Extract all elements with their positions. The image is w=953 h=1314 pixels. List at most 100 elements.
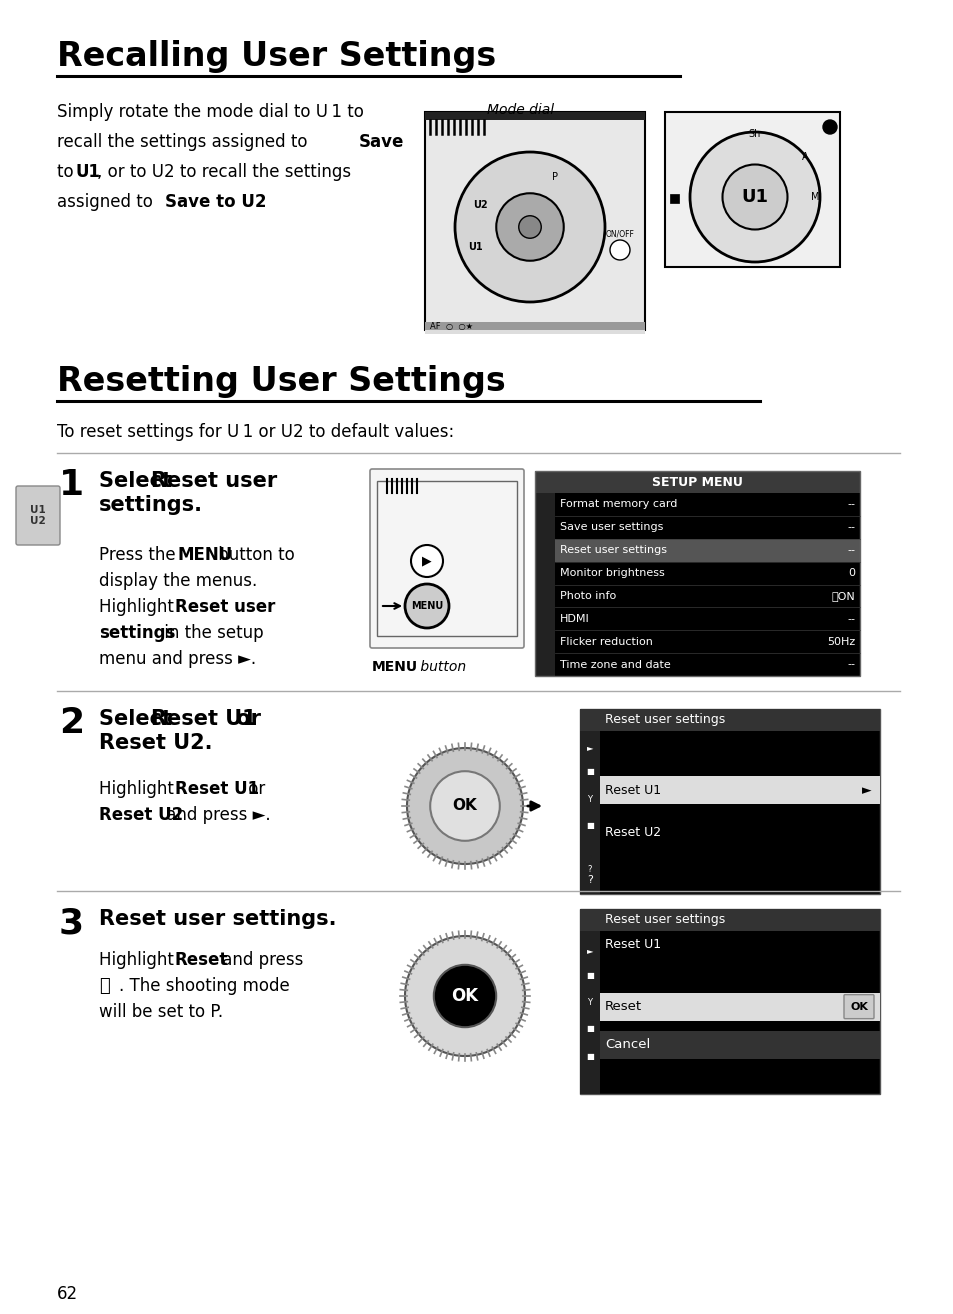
Text: Reset user: Reset user bbox=[174, 598, 275, 616]
Text: --: -- bbox=[846, 522, 854, 532]
Text: ■: ■ bbox=[585, 971, 594, 979]
Text: Ⓚ: Ⓚ bbox=[99, 978, 110, 995]
Text: ■: ■ bbox=[585, 821, 594, 830]
Text: Highlight: Highlight bbox=[99, 951, 179, 968]
Circle shape bbox=[434, 964, 496, 1028]
Bar bbox=[599, 992, 879, 1021]
Text: ▶: ▶ bbox=[422, 555, 432, 568]
Text: Recalling User Settings: Recalling User Settings bbox=[57, 39, 496, 74]
Text: Reset U2: Reset U2 bbox=[99, 805, 183, 824]
Text: in the setup: in the setup bbox=[159, 624, 263, 643]
Text: U1: U1 bbox=[740, 188, 768, 206]
Text: and press ►.: and press ►. bbox=[161, 805, 271, 824]
Text: settings: settings bbox=[99, 624, 175, 643]
Text: ?: ? bbox=[587, 865, 592, 874]
FancyBboxPatch shape bbox=[16, 486, 60, 545]
Text: button: button bbox=[416, 660, 466, 674]
FancyBboxPatch shape bbox=[370, 469, 523, 648]
Text: ■: ■ bbox=[585, 1025, 594, 1033]
Text: Reset: Reset bbox=[174, 951, 228, 968]
Bar bbox=[599, 777, 879, 804]
Text: MENU: MENU bbox=[372, 660, 417, 674]
Text: OK: OK bbox=[452, 799, 476, 813]
Bar bbox=[579, 909, 879, 932]
Text: Reset U1: Reset U1 bbox=[174, 781, 259, 798]
Text: 3: 3 bbox=[59, 905, 84, 940]
Text: Sh: Sh bbox=[748, 129, 760, 139]
Text: assigned to: assigned to bbox=[57, 193, 158, 212]
Text: Format memory card: Format memory card bbox=[559, 499, 677, 510]
Text: ►: ► bbox=[862, 784, 871, 796]
Text: Y: Y bbox=[587, 999, 592, 1008]
Bar bbox=[535, 470, 859, 493]
Text: M: M bbox=[810, 192, 819, 202]
Circle shape bbox=[822, 120, 836, 134]
Circle shape bbox=[430, 771, 499, 841]
Bar bbox=[599, 1030, 879, 1059]
Text: 2: 2 bbox=[59, 706, 84, 740]
Bar bbox=[424, 112, 644, 330]
Text: Highlight: Highlight bbox=[99, 598, 179, 616]
Text: button to: button to bbox=[213, 547, 294, 564]
Text: --: -- bbox=[846, 545, 854, 556]
Text: Highlight: Highlight bbox=[99, 781, 179, 798]
Text: Resetting User Settings: Resetting User Settings bbox=[57, 365, 505, 398]
Bar bbox=[555, 539, 859, 561]
Circle shape bbox=[407, 748, 522, 865]
Text: Y: Y bbox=[587, 795, 592, 804]
Circle shape bbox=[518, 215, 540, 238]
Text: HDMI: HDMI bbox=[559, 614, 589, 624]
Text: Reset user settings: Reset user settings bbox=[604, 913, 724, 926]
Text: or: or bbox=[243, 781, 265, 798]
Text: AF  ○  ○★: AF ○ ○★ bbox=[430, 322, 473, 331]
Text: --: -- bbox=[846, 499, 854, 510]
Circle shape bbox=[411, 545, 442, 577]
Bar bbox=[376, 481, 517, 636]
Circle shape bbox=[455, 152, 604, 302]
Text: Reset: Reset bbox=[604, 1000, 641, 1013]
Text: Save to U2: Save to U2 bbox=[165, 193, 266, 212]
Text: Flicker reduction: Flicker reduction bbox=[559, 637, 652, 646]
Bar bbox=[579, 932, 599, 1095]
FancyBboxPatch shape bbox=[843, 995, 873, 1018]
Bar bbox=[424, 112, 644, 120]
Text: Reset U1: Reset U1 bbox=[604, 938, 660, 951]
Text: MENU: MENU bbox=[178, 547, 233, 564]
Text: Save user settings: Save user settings bbox=[559, 522, 662, 532]
Circle shape bbox=[405, 583, 449, 628]
Text: 62: 62 bbox=[57, 1285, 78, 1303]
Text: Monitor brightness: Monitor brightness bbox=[559, 568, 664, 578]
Text: will be set to P.: will be set to P. bbox=[99, 1003, 223, 1021]
Text: --: -- bbox=[846, 660, 854, 670]
Bar bbox=[535, 470, 859, 675]
Bar bbox=[664, 112, 840, 267]
Text: U1: U1 bbox=[467, 242, 482, 252]
Text: to: to bbox=[57, 163, 79, 181]
Text: ■: ■ bbox=[585, 767, 594, 777]
Circle shape bbox=[721, 164, 786, 230]
Text: and press: and press bbox=[216, 951, 303, 968]
Text: To reset settings for U 1 or U2 to default values:: To reset settings for U 1 or U2 to defau… bbox=[57, 423, 454, 442]
Text: .: . bbox=[256, 193, 262, 212]
Bar bbox=[535, 470, 859, 675]
Text: Cancel: Cancel bbox=[604, 1038, 650, 1051]
Text: ►: ► bbox=[586, 742, 593, 752]
Text: Press the: Press the bbox=[99, 547, 181, 564]
Bar bbox=[535, 493, 555, 675]
Text: Reset U2.: Reset U2. bbox=[99, 733, 213, 753]
Circle shape bbox=[689, 131, 820, 261]
Circle shape bbox=[496, 193, 563, 260]
Bar bbox=[579, 710, 879, 731]
Text: OK: OK bbox=[849, 1001, 867, 1012]
Text: 1: 1 bbox=[59, 468, 84, 502]
Text: Save: Save bbox=[358, 133, 404, 151]
Text: , or to U2 to recall the settings: , or to U2 to recall the settings bbox=[97, 163, 351, 181]
Text: U1
U2: U1 U2 bbox=[30, 505, 46, 527]
Text: menu and press ►.: menu and press ►. bbox=[99, 650, 255, 668]
Text: U2: U2 bbox=[472, 200, 487, 210]
Text: display the menus.: display the menus. bbox=[99, 572, 257, 590]
Text: Select: Select bbox=[99, 470, 179, 491]
Bar bbox=[579, 731, 599, 894]
Text: Reset user settings.: Reset user settings. bbox=[99, 909, 336, 929]
Text: --: -- bbox=[846, 614, 854, 624]
